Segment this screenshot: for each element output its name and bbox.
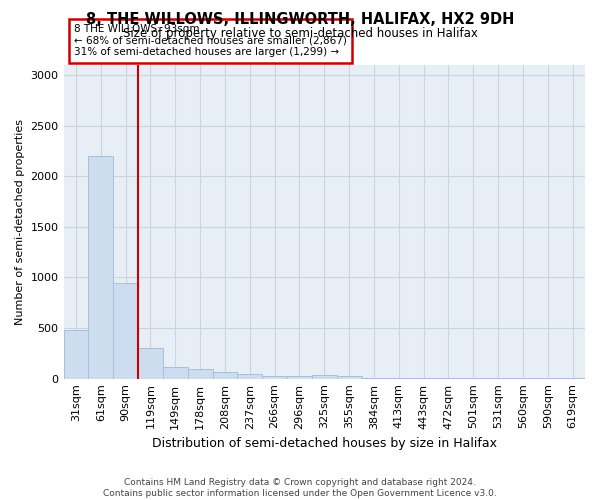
Text: 8 THE WILLOWS: 93sqm
← 68% of semi-detached houses are smaller (2,867)
31% of se: 8 THE WILLOWS: 93sqm ← 68% of semi-detac… xyxy=(74,24,347,58)
Bar xyxy=(64,330,88,378)
X-axis label: Distribution of semi-detached houses by size in Halifax: Distribution of semi-detached houses by … xyxy=(152,437,497,450)
Bar xyxy=(262,376,287,378)
Bar xyxy=(138,348,163,378)
Y-axis label: Number of semi-detached properties: Number of semi-detached properties xyxy=(15,119,25,325)
Bar xyxy=(238,374,262,378)
Bar xyxy=(113,282,138,378)
Bar xyxy=(163,367,188,378)
Bar xyxy=(88,156,113,378)
Text: 8, THE WILLOWS, ILLINGWORTH, HALIFAX, HX2 9DH: 8, THE WILLOWS, ILLINGWORTH, HALIFAX, HX… xyxy=(86,12,514,28)
Bar xyxy=(312,375,337,378)
Text: Contains HM Land Registry data © Crown copyright and database right 2024.
Contai: Contains HM Land Registry data © Crown c… xyxy=(103,478,497,498)
Bar xyxy=(188,368,212,378)
Bar xyxy=(212,372,238,378)
Bar xyxy=(287,376,312,378)
Text: Size of property relative to semi-detached houses in Halifax: Size of property relative to semi-detach… xyxy=(122,28,478,40)
Bar xyxy=(337,376,362,378)
